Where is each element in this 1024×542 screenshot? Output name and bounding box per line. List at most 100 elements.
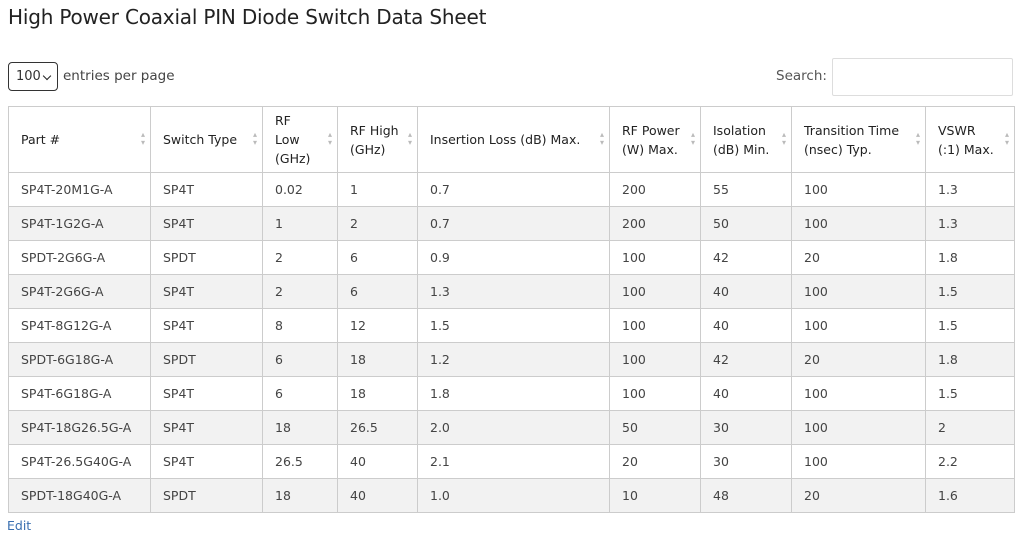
- table-cell: 20: [791, 478, 926, 513]
- table-cell: 40: [337, 444, 418, 479]
- table-row: SP4T-26.5G40G-A SP4T 26.5 40 2.1 20 30 100 2.2: [8, 444, 1015, 479]
- table-cell: 100: [791, 410, 926, 445]
- table-row: SP4T-6G18G-A SP4T 6 18 1.8 100 40 100 1.5: [8, 376, 1015, 411]
- table-row: SP4T-2G6G-A SP4T 2 6 1.3 100 40 100 1.5: [8, 274, 1015, 309]
- table-cell: 2.0: [417, 410, 610, 445]
- header-text: (nsec) Typ.: [804, 141, 872, 157]
- table-cell: 6: [337, 274, 418, 309]
- table-cell: 1: [337, 172, 418, 207]
- table-cell: 100: [791, 308, 926, 343]
- table-cell: 6: [262, 376, 338, 411]
- header-text: RF High: [350, 122, 399, 138]
- table-cell: 18: [262, 410, 338, 445]
- table-cell: SP4T: [150, 172, 263, 207]
- column-header[interactable]: Transition Time (nsec) Typ.: [791, 106, 926, 173]
- table-cell: SPDT-2G6G-A: [8, 240, 151, 275]
- header-text: Switch Type: [163, 132, 238, 147]
- table-cell: 200: [609, 172, 701, 207]
- header-text: (:1) Max.: [938, 141, 994, 157]
- column-header[interactable]: Part #: [8, 106, 151, 173]
- table-row: SP4T-20M1G-A SP4T 0.02 1 0.7 200 55 100 1.3: [8, 172, 1015, 207]
- table-cell: 100: [609, 376, 701, 411]
- table-cell: 12: [337, 308, 418, 343]
- header-text: Insertion Loss (dB) Max.: [430, 132, 581, 147]
- column-header[interactable]: Switch Type: [150, 106, 263, 173]
- table-cell: 2: [337, 206, 418, 241]
- table-cell: 1.6: [925, 478, 1015, 513]
- table-cell: SP4T: [150, 274, 263, 309]
- table-cell: 1.8: [417, 376, 610, 411]
- column-header[interactable]: Insertion Loss (dB) Max.: [417, 106, 610, 173]
- table-cell: 0.02: [262, 172, 338, 207]
- table-cell: 1.5: [925, 376, 1015, 411]
- table-cell: 26.5: [262, 444, 338, 479]
- table-cell: 100: [791, 376, 926, 411]
- table-cell: 1.5: [925, 274, 1015, 309]
- table-cell: SP4T-2G6G-A: [8, 274, 151, 309]
- table-cell: SP4T: [150, 206, 263, 241]
- table-row: SP4T-1G2G-A SP4T 1 2 0.7 200 50 100 1.3: [8, 206, 1015, 241]
- table-cell: 18: [262, 478, 338, 513]
- table-row: SP4T-18G26.5G-A SP4T 18 26.5 2.0 50 30 100 2: [8, 410, 1015, 445]
- table-cell: 1.3: [925, 206, 1015, 241]
- table-cell: SP4T: [150, 410, 263, 445]
- table-cell: 2.1: [417, 444, 610, 479]
- table-cell: 30: [700, 410, 792, 445]
- table-cell: 1.5: [417, 308, 610, 343]
- page-size-select[interactable]: 100: [8, 62, 58, 91]
- table-cell: SPDT: [150, 240, 263, 275]
- table-cell: 0.7: [417, 206, 610, 241]
- table-cell: SP4T: [150, 376, 263, 411]
- page-title: High Power Coaxial PIN Diode Switch Data…: [8, 5, 487, 29]
- table-cell: SPDT-18G40G-A: [8, 478, 151, 513]
- header-text: (dB) Min.: [713, 141, 770, 157]
- search-label: Search:: [776, 68, 827, 84]
- table-cell: SP4T-1G2G-A: [8, 206, 151, 241]
- table-cell: 40: [700, 376, 792, 411]
- table-cell: 0.7: [417, 172, 610, 207]
- table-cell: 40: [337, 478, 418, 513]
- table-cell: 20: [609, 444, 701, 479]
- header-row: Part # Switch Type RF Low (GHz) RF High (GHz)…: [8, 106, 1015, 173]
- table-row: SPDT-18G40G-A SPDT 18 40 1.0 10 48 20 1.6: [8, 478, 1015, 513]
- table-cell: 1.8: [925, 342, 1015, 377]
- header-text: Part #: [21, 132, 61, 147]
- table-cell: 1.3: [417, 274, 610, 309]
- table-cell: 100: [791, 444, 926, 479]
- column-header[interactable]: RF Power (W) Max.: [609, 106, 701, 173]
- table-cell: 100: [791, 172, 926, 207]
- table-cell: 2: [262, 274, 338, 309]
- header-text: VSWR: [938, 122, 976, 138]
- table-row: SPDT-2G6G-A SPDT 2 6 0.9 100 42 20 1.8: [8, 240, 1015, 275]
- table-cell: 0.9: [417, 240, 610, 275]
- search-input[interactable]: [832, 58, 1013, 96]
- table-cell: 10: [609, 478, 701, 513]
- table-cell: 26.5: [337, 410, 418, 445]
- page-size-label: entries per page: [63, 68, 175, 84]
- edit-link[interactable]: Edit: [7, 518, 32, 533]
- table-cell: 100: [609, 342, 701, 377]
- table-cell: SP4T-18G26.5G-A: [8, 410, 151, 445]
- table-cell: SPDT: [150, 478, 263, 513]
- table-cell: 1.0: [417, 478, 610, 513]
- header-text: Isolation: [713, 122, 766, 138]
- table-cell: SP4T-20M1G-A: [8, 172, 151, 207]
- header-text: (GHz): [275, 151, 311, 166]
- table-cell: 18: [337, 342, 418, 377]
- table-cell: 18: [337, 376, 418, 411]
- header-text: (W) Max.: [622, 141, 678, 157]
- table-cell: 6: [262, 342, 338, 377]
- column-header[interactable]: RF Low (GHz): [262, 106, 338, 173]
- table-cell: 100: [609, 274, 701, 309]
- table-cell: 40: [700, 274, 792, 309]
- table-cell: 48: [700, 478, 792, 513]
- table-row: SP4T-8G12G-A SP4T 8 12 1.5 100 40 100 1.5: [8, 308, 1015, 343]
- column-header[interactable]: Isolation (dB) Min.: [700, 106, 792, 173]
- table-cell: 50: [700, 206, 792, 241]
- column-header[interactable]: RF High (GHz): [337, 106, 418, 173]
- header-text: RF Power: [622, 122, 680, 138]
- table-cell: 1.8: [925, 240, 1015, 275]
- column-header[interactable]: VSWR (:1) Max.: [925, 106, 1015, 173]
- table-cell: 42: [700, 342, 792, 377]
